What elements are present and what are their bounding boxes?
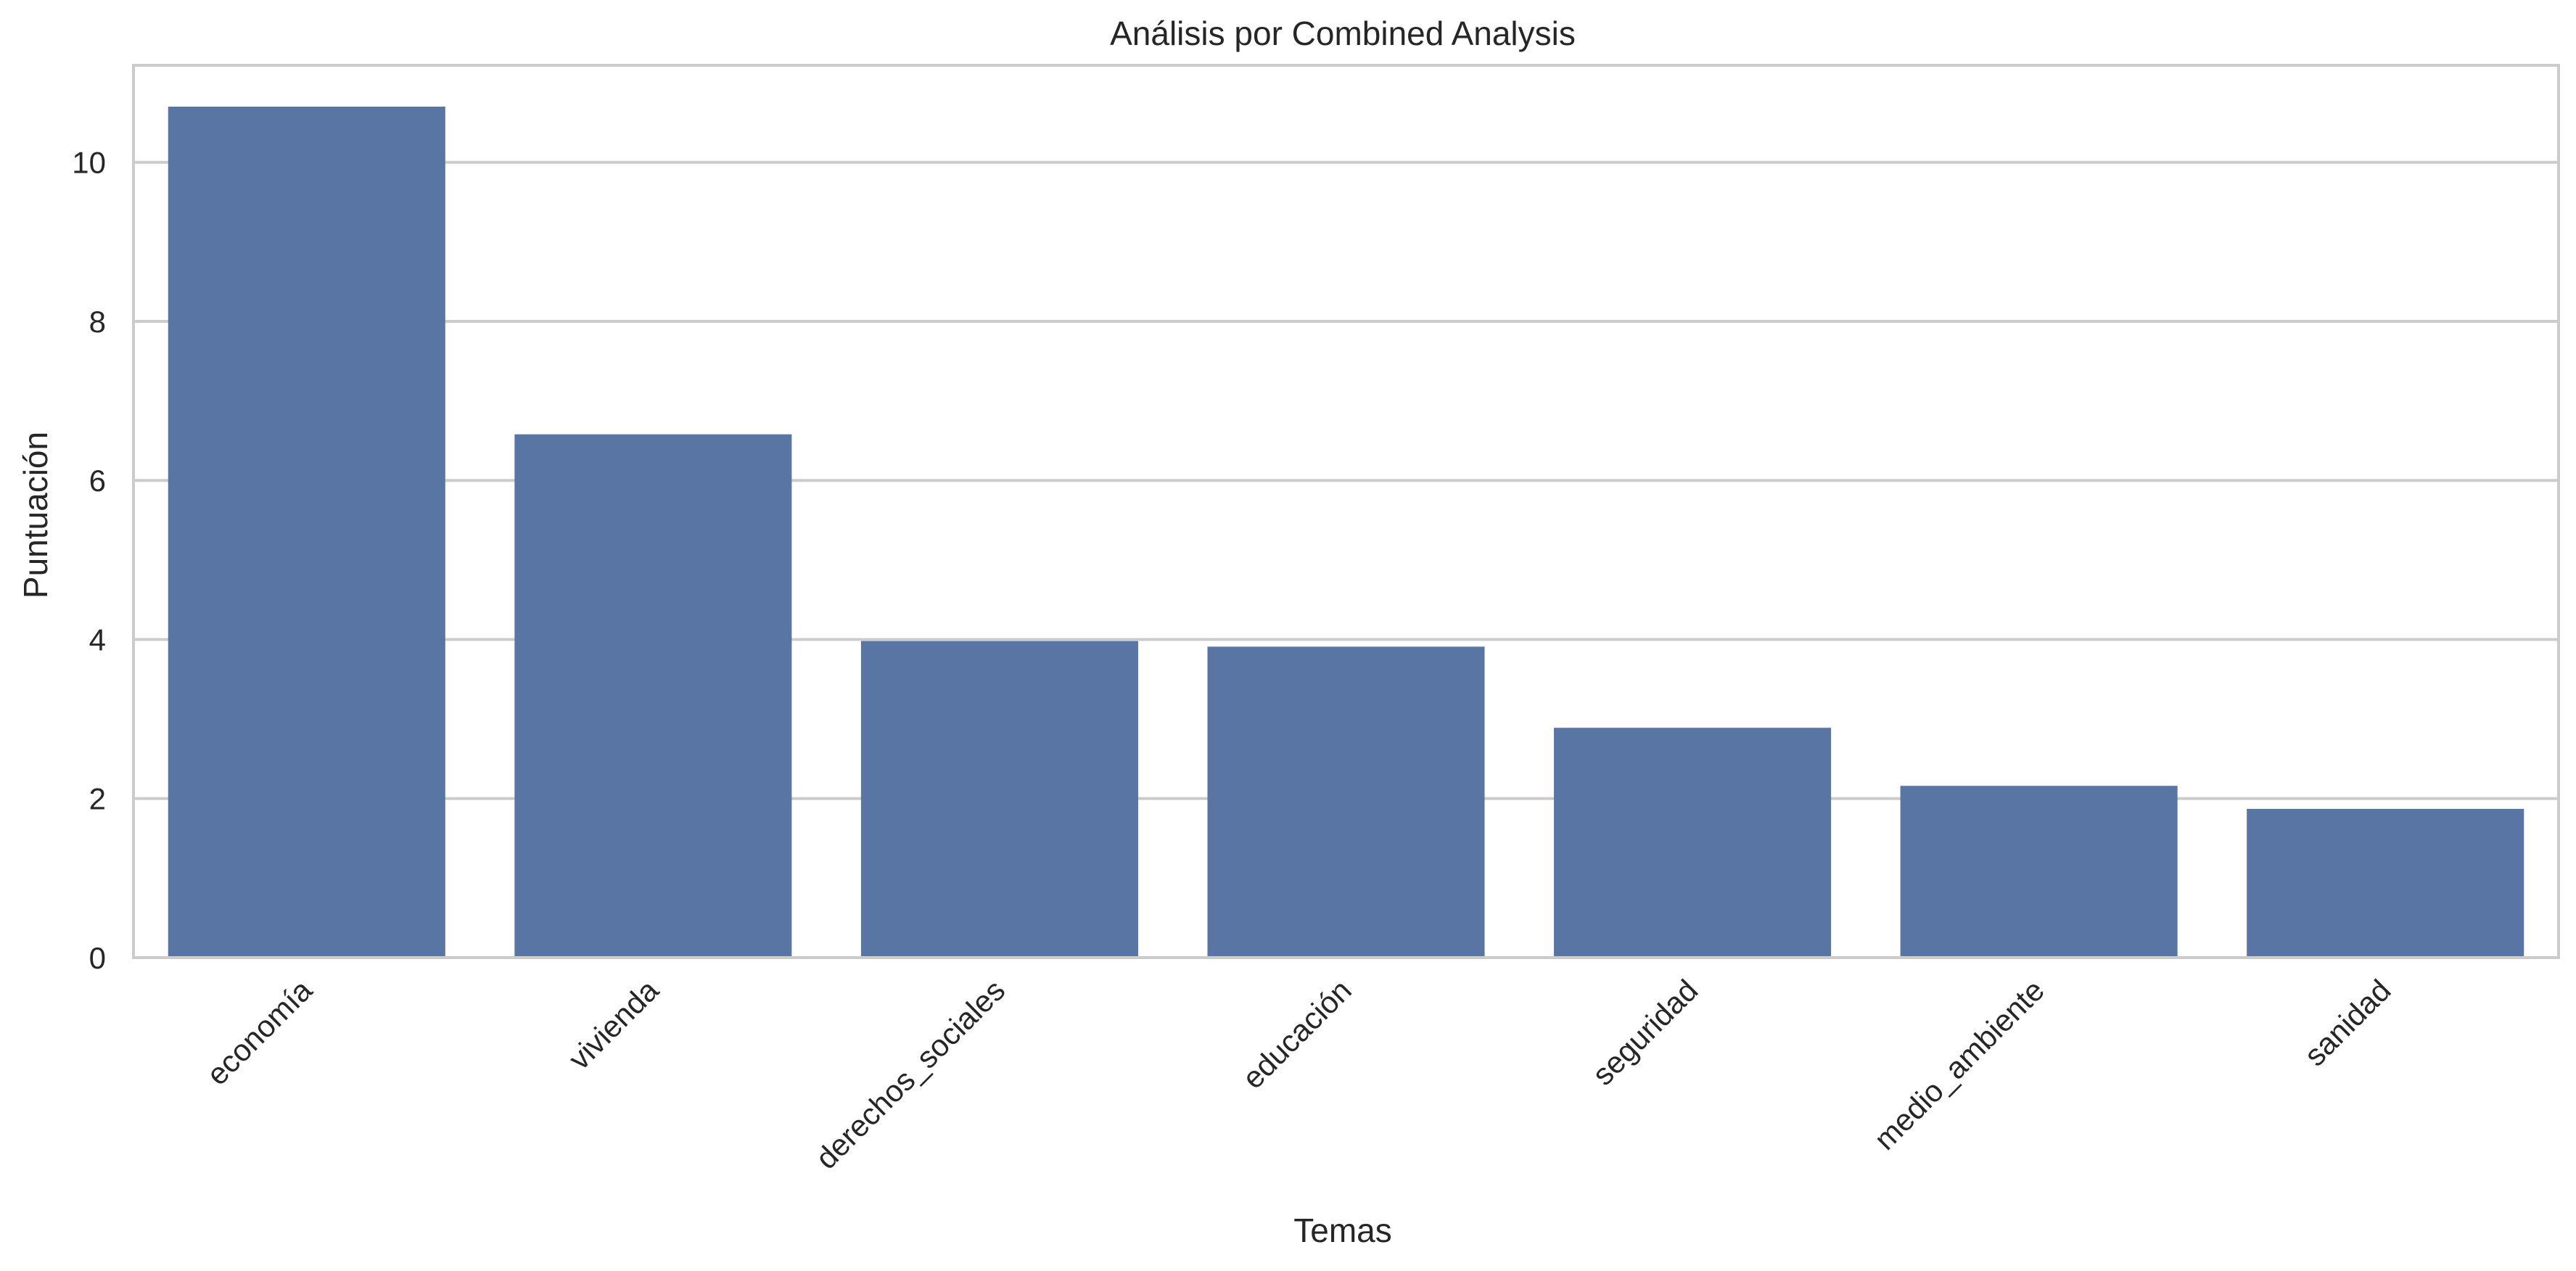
y-axis-label: Puntuación: [17, 432, 54, 599]
y-tick-label: 2: [89, 782, 106, 816]
plot-frame: [132, 64, 2560, 959]
bar-medio_ambiente: [1900, 786, 2178, 958]
bar-vivienda: [514, 434, 792, 958]
chart-title: Análisis por Combined Analysis: [1110, 15, 1576, 52]
y-tick-label: 8: [89, 305, 106, 339]
y-tick-labels: 0 2 4 6 8 10: [72, 146, 106, 975]
bar-economía: [168, 107, 445, 958]
y-tick-label: 0: [89, 941, 106, 975]
bars: [168, 107, 2524, 958]
x-axis-label: Temas: [1293, 1212, 1391, 1249]
bar-sanidad: [2247, 809, 2524, 958]
y-tick-label: 6: [89, 464, 106, 498]
bar-educación: [1207, 646, 1485, 958]
bar-seguridad: [1554, 728, 1832, 958]
y-tick-label: 10: [72, 146, 106, 180]
bar-derechos_sociales: [860, 641, 1138, 958]
y-tick-label: 4: [89, 622, 106, 657]
